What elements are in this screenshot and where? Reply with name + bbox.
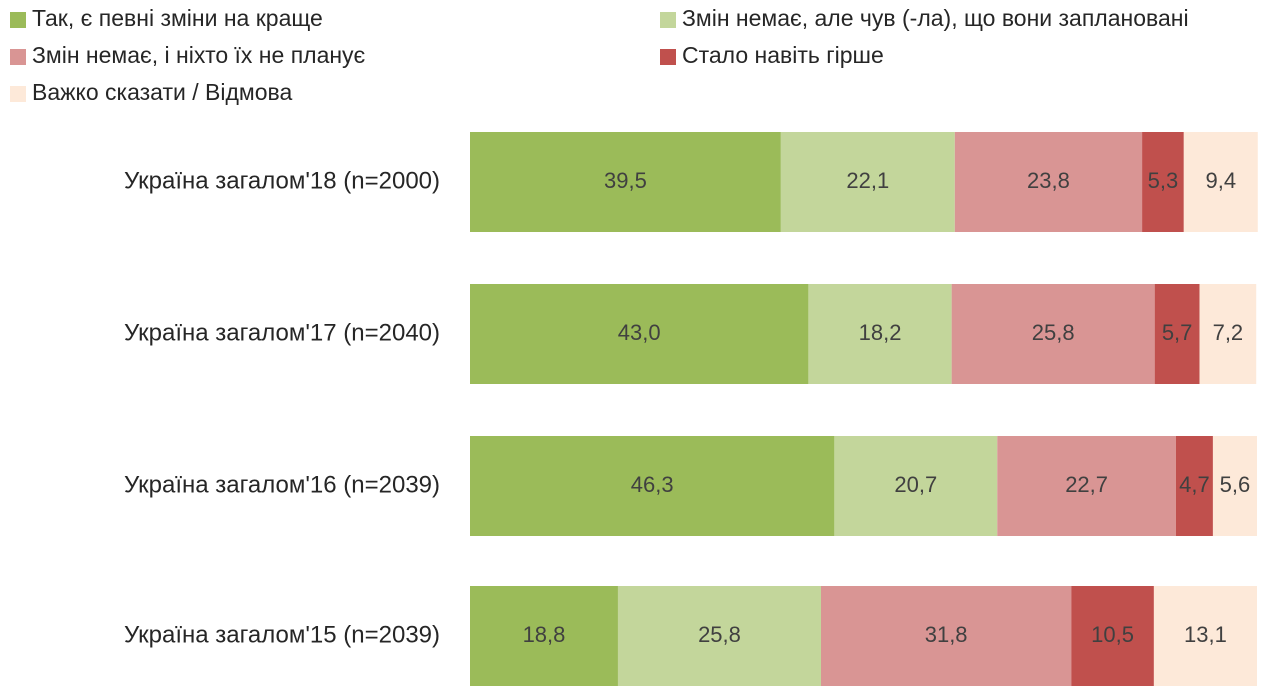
category-label: Україна загалом'18 (n=2000) [124,167,440,194]
legend-swatch [10,86,26,102]
bar-segment [1199,284,1257,384]
bar-segment [951,284,1155,384]
category-label: Україна загалом'15 (n=2039) [124,621,440,648]
data-label: 4,7 [1179,472,1210,497]
legend-label: Стало навіть гірше [682,42,884,68]
legend-swatch [660,12,676,28]
bar-segment [1142,132,1184,232]
data-label: 18,2 [859,320,902,345]
legend-label: Важко сказати / Відмова [32,79,292,105]
data-label: 31,8 [925,622,968,647]
data-label: 13,1 [1184,622,1227,647]
data-label: 9,4 [1206,168,1237,193]
bar-segment [834,436,998,536]
data-label: 43,0 [618,320,661,345]
bar-segment [1071,586,1154,686]
data-label: 20,7 [894,472,937,497]
bar-segment [808,284,952,384]
category-label: Україна загалом'17 (n=2040) [124,319,440,346]
category-label: Україна загалом'16 (n=2039) [124,471,440,498]
bar-segment [470,586,618,686]
bar-segment [1175,436,1213,536]
data-label: 5,6 [1220,472,1251,497]
data-label: 18,8 [523,622,566,647]
legend-swatch [10,49,26,65]
data-label: 22,7 [1065,472,1108,497]
data-label: 46,3 [631,472,674,497]
data-label: 5,7 [1162,320,1193,345]
legend-label: Змін немає, але чув (-ла), що вони запла… [682,5,1189,31]
data-label: 39,5 [604,168,647,193]
bar-segment [470,436,835,536]
data-label: 25,8 [1032,320,1075,345]
bar-segment [617,586,822,686]
bar-segment [954,132,1143,232]
data-label: 7,2 [1213,320,1244,345]
bar-segment [780,132,955,232]
legend-label: Так, є певні зміни на краще [32,5,323,31]
legend-label: Змін немає, і ніхто їх не планує [32,42,366,68]
bar-segment [1153,586,1257,686]
data-label: 22,1 [846,168,889,193]
bar-segment [1183,132,1258,232]
bar-segment [997,436,1176,536]
legend-swatch [660,49,676,65]
data-label: 5,3 [1148,168,1179,193]
bar-segment [1154,284,1200,384]
bar-segment [470,284,809,384]
bar-segment [821,586,1072,686]
data-label: 10,5 [1091,622,1134,647]
data-label: 23,8 [1027,168,1070,193]
bar-segment [1212,436,1257,536]
bar-segment [470,132,781,232]
legend-swatch [10,12,26,28]
data-label: 25,8 [698,622,741,647]
